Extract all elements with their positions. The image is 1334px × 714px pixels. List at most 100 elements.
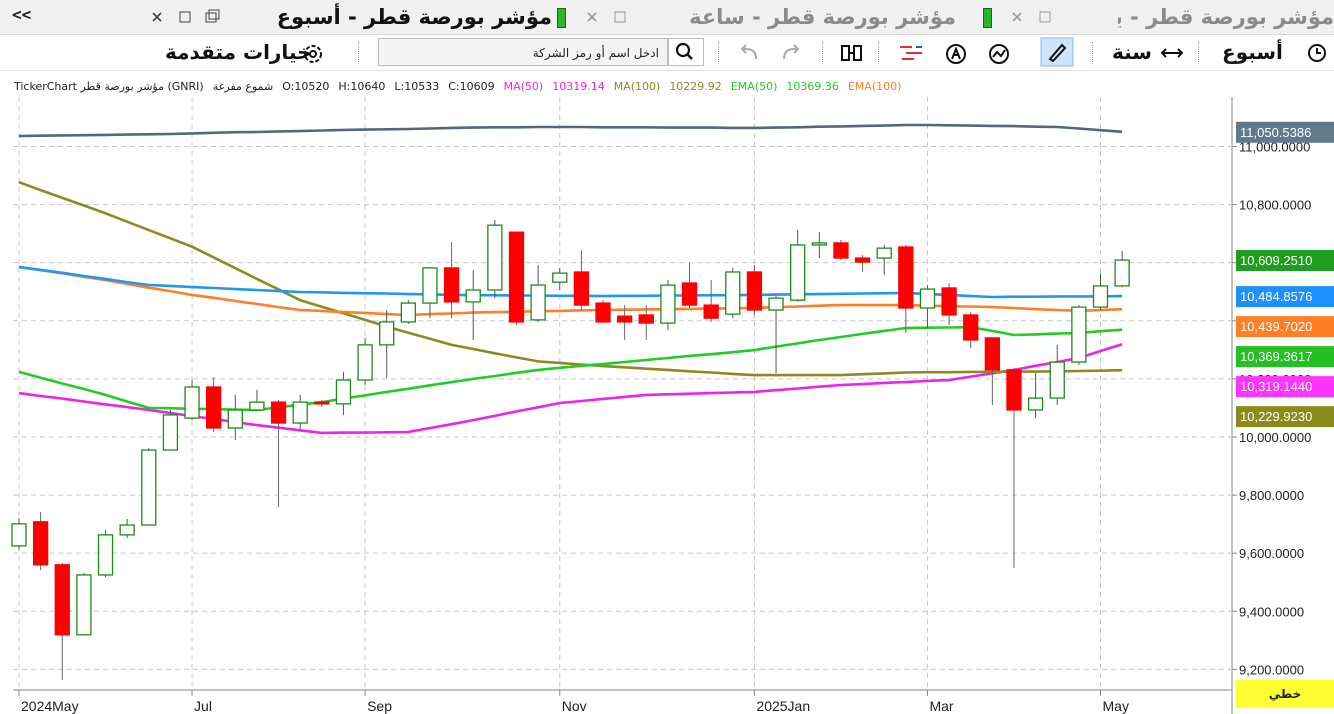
price-badge: 10,609.2510 — [1236, 249, 1334, 271]
indicator-line — [18, 343, 1123, 435]
y-tick-label: 9,200.0000 — [1239, 662, 1304, 677]
candle-body — [1114, 259, 1130, 287]
candle-body — [162, 414, 179, 451]
candle — [811, 232, 827, 259]
candle-body — [1049, 361, 1065, 399]
candle — [833, 240, 849, 261]
candle — [530, 265, 546, 322]
price-badge-label: 10,369.3617 — [1240, 349, 1312, 364]
compare-tool[interactable] — [840, 43, 864, 63]
price-badge-box — [1236, 406, 1334, 428]
candle — [876, 244, 892, 275]
layout-tool[interactable] — [898, 43, 924, 63]
candle — [227, 394, 243, 440]
tab-controls[interactable] — [1010, 9, 1060, 25]
advanced-options[interactable]: خيارات متقدمة — [165, 40, 312, 64]
alert-tool[interactable] — [945, 43, 967, 65]
plot-background — [0, 70, 1232, 690]
redo[interactable] — [780, 43, 802, 63]
candle — [1049, 344, 1065, 406]
candle — [206, 377, 222, 433]
candle-body — [811, 242, 827, 246]
price-badge: 10,319.1440 — [1236, 376, 1334, 398]
price-badge-label: 10,484.8576 — [1240, 289, 1312, 304]
tab-controls[interactable] — [585, 9, 635, 25]
candle — [465, 269, 481, 340]
candle — [573, 250, 590, 311]
candle — [32, 511, 49, 571]
price-badge: 10,369.3617 — [1236, 346, 1334, 368]
candle — [119, 518, 135, 539]
draw-tool[interactable] — [1040, 37, 1074, 67]
tab[interactable]: مؤشر بورصة قطر - أسبوع — [276, 5, 552, 29]
candle — [984, 337, 1000, 406]
tab-controls[interactable] — [150, 9, 230, 25]
candle — [681, 262, 698, 308]
candle — [595, 300, 611, 323]
range-icon — [1160, 48, 1184, 58]
candle — [638, 305, 654, 340]
candle — [422, 267, 438, 319]
x-tick-label: Nov — [562, 698, 587, 714]
candle — [963, 312, 979, 349]
scale-mode[interactable]: خطي — [1236, 680, 1334, 708]
y-tick-label: 9,400.0000 — [1239, 604, 1304, 619]
candle-body — [552, 272, 568, 283]
price-badge-box — [1236, 286, 1334, 308]
candle-body — [616, 315, 633, 323]
candle-body — [941, 287, 957, 316]
candle-body — [11, 523, 27, 547]
candle-body — [746, 271, 763, 311]
instrument-title: TickerChart مؤشر بورصة قطر (GNRI) — [14, 80, 204, 93]
candle — [400, 300, 416, 324]
y-tick-label: 10,000.0000 — [1239, 430, 1311, 445]
indicator-line — [18, 180, 1123, 377]
legend-value: 10369.36 — [786, 80, 839, 93]
candle — [703, 280, 719, 322]
tab-bar: << مؤشر بورصة قطر - أسبوع مؤشر بورصة قطر… — [0, 0, 1334, 35]
candle-body — [357, 344, 373, 381]
candle — [898, 244, 914, 333]
price-badge-label: 10,229.9230 — [1240, 409, 1312, 424]
ohlc: O:10520 — [282, 80, 330, 93]
price-badge-box — [1236, 316, 1334, 338]
y-tick-label: 9,800.0000 — [1239, 488, 1304, 503]
candle-body — [660, 284, 676, 324]
indicator-line — [18, 325, 1123, 412]
candle-body — [400, 302, 416, 323]
y-tick-label: 11,000.0000 — [1239, 139, 1310, 154]
candle-body — [292, 401, 308, 424]
candle-body — [681, 282, 698, 306]
candle-body — [595, 302, 611, 323]
tab[interactable]: مؤشر بورصة قطر - ساعة — [690, 5, 956, 29]
candle-body — [508, 231, 525, 323]
candle-body — [422, 267, 438, 304]
candle-body — [314, 401, 330, 405]
search-button[interactable] — [668, 38, 704, 66]
candle — [854, 255, 871, 272]
candle — [292, 394, 308, 431]
candle-body — [1006, 369, 1022, 411]
candle-body — [854, 257, 871, 263]
ohlc: H:10640 — [338, 80, 386, 93]
candle-body — [97, 534, 114, 576]
price-badge-label: 10,609.2510 — [1240, 253, 1312, 268]
tab-marker — [983, 8, 992, 28]
candle-body — [443, 267, 460, 303]
candle — [768, 296, 784, 374]
candle-body — [270, 401, 287, 424]
indicator-tool[interactable] — [988, 43, 1010, 65]
tab-scroll[interactable]: << — [12, 5, 32, 24]
tab[interactable]: مؤشر بورصة قطر - يوم — [1118, 5, 1334, 29]
range-button[interactable]: سنة — [1112, 40, 1152, 64]
candle — [54, 563, 70, 680]
period-button[interactable]: أسبوع — [1222, 40, 1283, 64]
candle — [725, 267, 741, 319]
candle — [508, 231, 525, 326]
undo[interactable] — [738, 43, 760, 63]
candle — [162, 409, 179, 451]
indicator-line — [18, 265, 1123, 299]
candle-body — [379, 321, 395, 346]
search-box[interactable]: ادخل اسم أو رمز الشركة — [378, 38, 668, 66]
candle — [335, 371, 352, 415]
